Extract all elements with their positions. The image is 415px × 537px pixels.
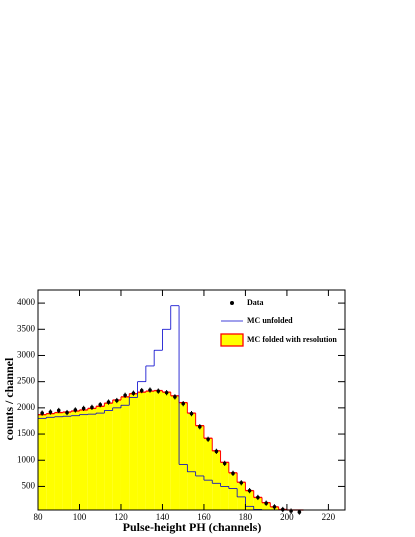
- hist-bar: [104, 403, 113, 510]
- data-point: [40, 411, 44, 415]
- hist-bar: [179, 402, 188, 510]
- data-point: [139, 388, 144, 393]
- hist-bar: [62, 412, 72, 510]
- plot-frame: [37, 289, 346, 511]
- hist-bar: [96, 406, 105, 510]
- hist-bar: [253, 497, 263, 510]
- y-tick-label: 2500: [17, 376, 36, 386]
- hist-bar: [137, 392, 146, 510]
- hist-bar: [212, 450, 221, 510]
- hist-bar: [228, 472, 238, 510]
- hist-bar: [187, 413, 196, 510]
- y-tick-label: 3000: [17, 350, 36, 360]
- data-point: [148, 388, 152, 392]
- hist-bar: [237, 482, 246, 510]
- data-point: [214, 449, 219, 454]
- hist-bar: [145, 391, 155, 510]
- data-point: [297, 510, 302, 514]
- y-tick-label: 3500: [17, 323, 36, 333]
- data-point: [98, 402, 103, 407]
- hist-bar: [46, 413, 55, 510]
- hist-bar: [71, 411, 80, 510]
- data-point: [48, 410, 53, 414]
- data-point: [231, 471, 235, 476]
- legend-label: MC unfolded: [247, 316, 293, 325]
- hist-bar: [112, 400, 121, 510]
- legend-label: MC folded with resolution: [247, 335, 337, 344]
- data-point: [264, 501, 268, 505]
- data-point: [90, 405, 94, 410]
- y-tick-label: 4000: [17, 297, 36, 307]
- data-point: [197, 424, 202, 429]
- data-point: [256, 495, 260, 500]
- data-point: [106, 400, 111, 404]
- data-point: [222, 461, 227, 466]
- hist-bar: [262, 502, 271, 510]
- legend-box: [220, 333, 244, 347]
- data-point: [247, 488, 252, 493]
- hist-bar: [129, 393, 138, 510]
- data-point: [181, 401, 186, 406]
- y-tick-label: 1500: [17, 428, 36, 438]
- hist-bar: [120, 396, 130, 510]
- x-tick-label: 140: [156, 512, 170, 522]
- data-point: [115, 398, 119, 403]
- y-axis-label: counts / channel: [2, 357, 16, 440]
- hist-bar: [79, 409, 88, 510]
- hist-bar: [170, 395, 180, 510]
- hist-bar: [87, 408, 97, 510]
- data-point: [73, 408, 78, 412]
- hist-bar: [38, 414, 47, 510]
- y-tick-label: 2000: [17, 402, 36, 412]
- x-tick-label: 160: [197, 512, 211, 522]
- data-point: [56, 408, 61, 413]
- legend-marker: [230, 301, 234, 305]
- legend-label: Data: [247, 298, 263, 307]
- hist-bar: [203, 438, 213, 510]
- data-point: [206, 437, 210, 442]
- data-point: [131, 391, 136, 395]
- x-axis-label: Pulse-height PH (channels): [123, 520, 262, 534]
- data-point: [280, 507, 285, 512]
- x-tick-label: 120: [114, 512, 128, 522]
- x-tick-label: 220: [322, 512, 336, 522]
- data-point: [123, 393, 127, 398]
- data-point: [239, 480, 244, 485]
- y-tick-label: 500: [22, 480, 36, 490]
- hist-bar: [195, 425, 204, 510]
- data-point: [272, 505, 277, 509]
- data-point: [189, 411, 194, 416]
- hist-bar: [154, 390, 163, 510]
- hist-bar: [54, 412, 63, 510]
- x-tick-label: 100: [73, 512, 87, 522]
- x-tick-label: 80: [34, 512, 44, 522]
- hist-bar: [245, 490, 254, 510]
- data-point: [156, 389, 161, 393]
- data-point: [173, 395, 177, 399]
- data-point: [65, 410, 69, 415]
- x-tick-label: 180: [239, 512, 253, 522]
- data-point: [81, 406, 86, 411]
- y-tick-label: 1000: [17, 454, 36, 464]
- hist-bar: [162, 392, 171, 510]
- data-point: [164, 390, 169, 395]
- x-tick-label: 200: [280, 512, 294, 522]
